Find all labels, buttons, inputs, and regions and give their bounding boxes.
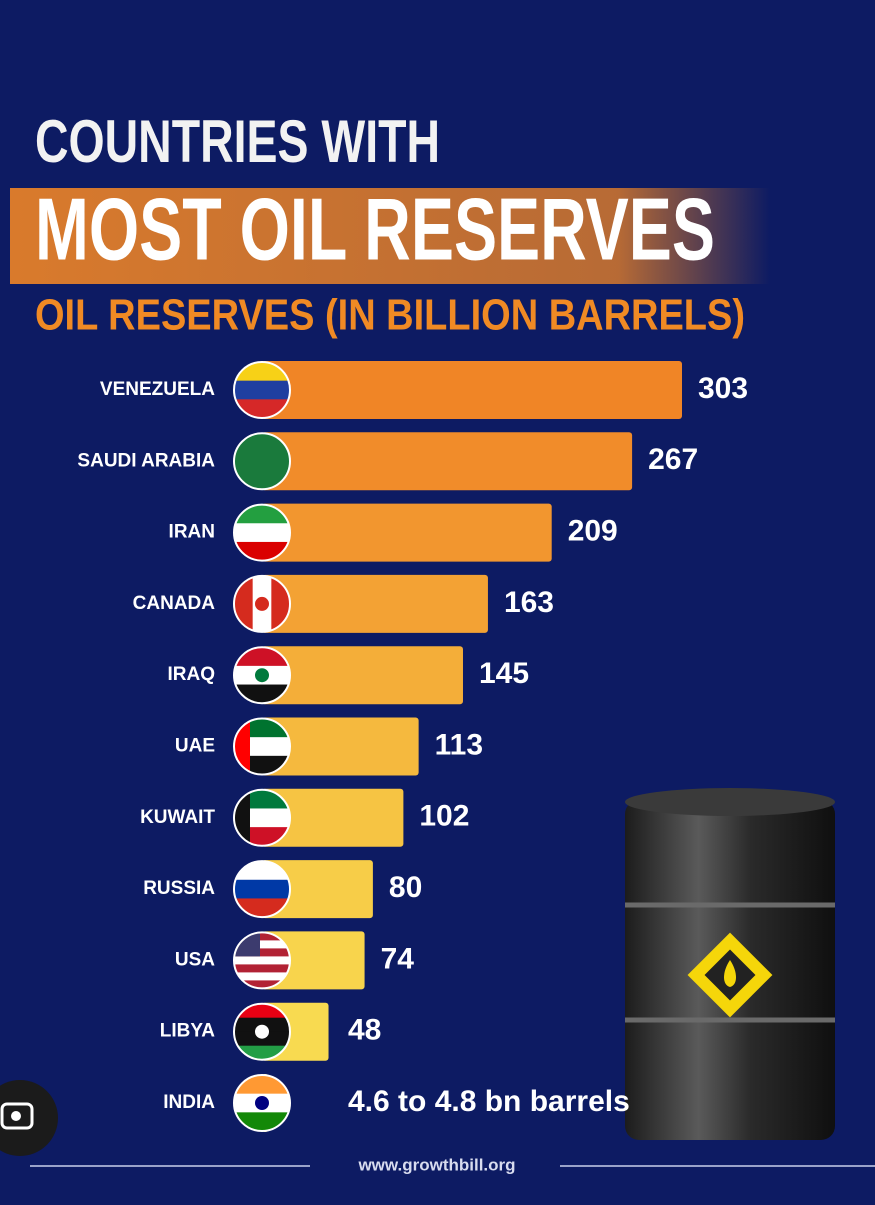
title-highlight (10, 188, 770, 284)
category-label: IRAN (169, 522, 215, 543)
flag-emblem (255, 1024, 269, 1039)
chart-title: COUNTRIES WITH (35, 108, 440, 175)
value-label: 267 (648, 443, 698, 476)
flag-ring (233, 503, 291, 562)
flag-ring (233, 1074, 291, 1132)
flag-ring (233, 432, 291, 491)
flag-ring (233, 646, 291, 705)
flag (234, 433, 290, 490)
footer-url: www.growthbill.org (357, 1155, 515, 1174)
bar (262, 361, 682, 419)
bars: VENEZUELA 303 SAUDI ARABIA 267 IRAN 209 CANADA… (77, 361, 748, 1132)
flag-stripe (234, 956, 290, 965)
value-label: 102 (419, 800, 469, 833)
value-label: 4.6 to 4.8 bn barrels (348, 1085, 630, 1118)
bar (262, 860, 373, 919)
category-label: RUSSIA (143, 878, 215, 899)
flag-ring (233, 931, 291, 990)
bar (262, 574, 488, 633)
flag-stripe (234, 932, 290, 941)
flag-stripe (234, 980, 290, 989)
flag-stripe (234, 433, 290, 490)
flag-stripe (234, 940, 290, 949)
flag-ring (233, 788, 291, 847)
flag-ring (233, 361, 291, 419)
value-label: 209 (568, 515, 618, 548)
flag-stripe (234, 380, 290, 400)
value-label: 48 (348, 1014, 381, 1047)
flag-stripe (234, 964, 290, 973)
flag-emblem (255, 668, 269, 683)
bar (262, 788, 404, 847)
category-label: INDIA (163, 1092, 215, 1113)
flag-stripe (234, 948, 290, 957)
flag-ring (233, 717, 291, 776)
flag-stripe (234, 972, 290, 981)
value-label: 163 (504, 586, 554, 619)
bar (262, 432, 633, 491)
value-label: 303 (698, 372, 748, 405)
category-label: CANADA (133, 593, 216, 614)
category-label: LIBYA (160, 1021, 216, 1042)
bar (262, 646, 463, 705)
flag-stripe (234, 1031, 290, 1047)
category-label: SAUDI ARABIA (77, 450, 215, 471)
oil-barrel (625, 788, 835, 1140)
flag-emblem (255, 596, 269, 611)
value-label: 80 (389, 871, 422, 904)
value-label: 74 (381, 942, 415, 975)
bar (262, 931, 365, 990)
flag-ring (233, 1002, 291, 1061)
category-label: USA (175, 949, 215, 970)
category-label: KUWAIT (140, 807, 215, 828)
flag-ring (233, 574, 291, 633)
category-label: VENEZUELA (100, 379, 215, 400)
value-label: 113 (435, 728, 483, 761)
lens-button[interactable] (0, 1080, 58, 1156)
bar (262, 503, 552, 562)
value-label: 145 (479, 657, 529, 690)
chart-title-line2: MOST OIL RESERVES (35, 179, 715, 278)
chart-subtitle: OIL RESERVES (IN BILLION BARRELS) (35, 291, 745, 340)
category-label: UAE (175, 736, 215, 757)
flag-emblem (255, 1096, 269, 1110)
flag-stripe (234, 879, 290, 899)
flag-ring (233, 860, 291, 919)
category-label: IRAQ (168, 664, 216, 685)
flag-stripe (234, 523, 290, 543)
bar (262, 717, 419, 776)
